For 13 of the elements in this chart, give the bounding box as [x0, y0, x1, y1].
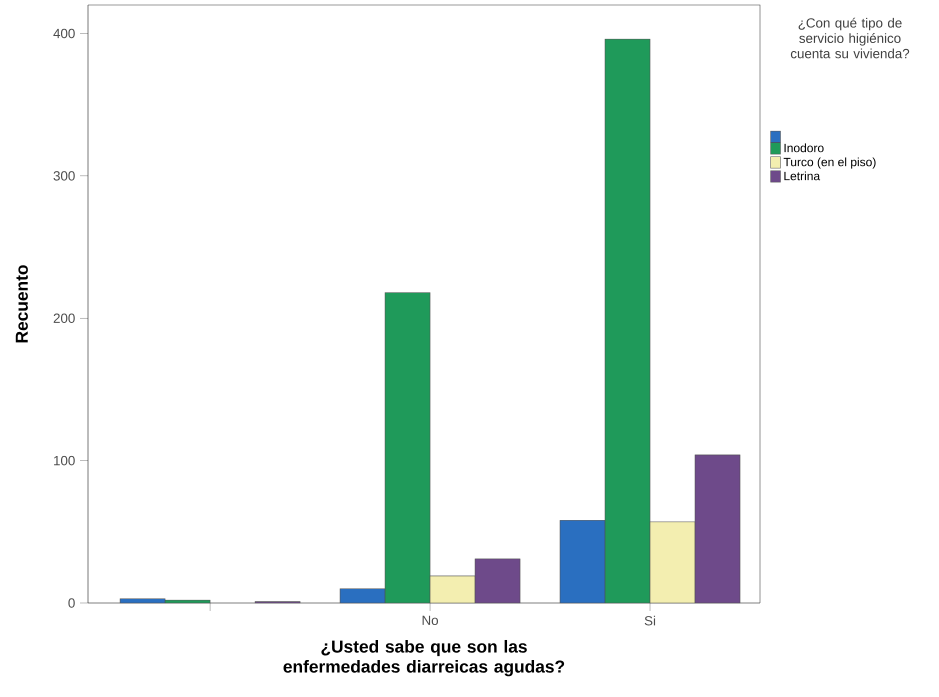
legend-label: Letrina: [784, 171, 820, 180]
x-axis-title: ¿Usted sabe que son las enfermedades diarreicas agudas?: [284, 640, 564, 676]
y-tick-label: 400: [53, 28, 75, 38]
y-tick-label: 300: [54, 171, 75, 181]
y-tick-label: 200: [54, 314, 75, 323]
legend-title: ¿Con qué tipo de servicio higiénico cuenta su vivienda?: [790, 18, 910, 58]
y-axis-title: Recuento: [16, 265, 28, 342]
legend-label: Turco (en el piso): [784, 157, 876, 169]
y-tick-label: 0: [68, 598, 75, 608]
legend-label: Inodoro: [784, 143, 824, 152]
x-tick-label: No: [422, 616, 438, 626]
y-tick-label: 100: [54, 456, 75, 466]
x-tick-label: Si: [644, 616, 656, 626]
